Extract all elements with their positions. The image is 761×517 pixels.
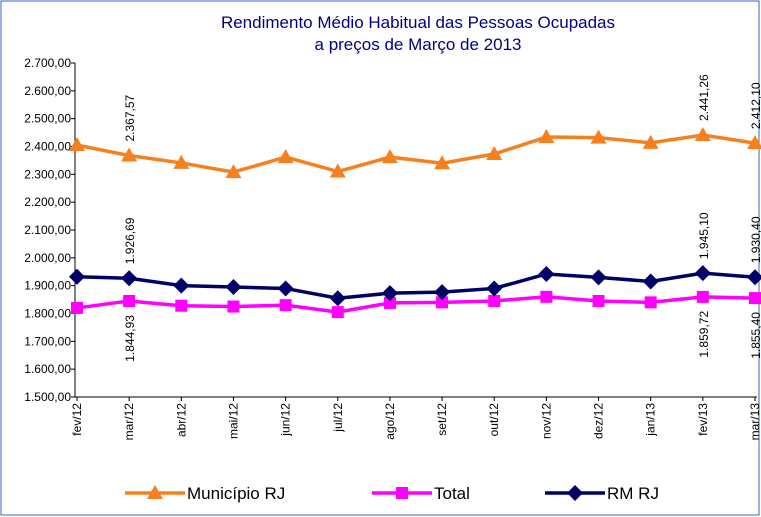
- data-label: 1.930,40: [749, 216, 761, 263]
- x-tick-label: set/12: [435, 403, 449, 436]
- x-tick-label: fev/12: [70, 403, 84, 436]
- data-label: 1.859,72: [697, 311, 711, 358]
- data-point: [434, 155, 451, 170]
- data-label: 1.855,40: [749, 312, 761, 359]
- data-point: [592, 294, 605, 307]
- data-label: 2.441,26: [697, 74, 711, 121]
- y-tick-label: 1.500,00: [24, 390, 71, 404]
- data-label: 1.926,69: [123, 217, 137, 264]
- y-tick-label: 2.200,00: [24, 195, 71, 209]
- x-tick-label: nov/12: [539, 403, 553, 439]
- x-tick-label: mar/12: [122, 403, 136, 441]
- legend-marker: [147, 485, 163, 499]
- data-point: [642, 273, 659, 290]
- data-point: [381, 149, 398, 164]
- data-point: [540, 290, 553, 303]
- data-point: [747, 269, 761, 286]
- series-line: [76, 295, 756, 314]
- x-tick-label: abr/12: [174, 403, 188, 437]
- data-point: [329, 163, 346, 178]
- x-tick-label: dez/12: [592, 403, 606, 439]
- data-point: [436, 296, 449, 309]
- legend-label: Município RJ: [187, 484, 285, 503]
- data-label: 2.412,10: [749, 82, 761, 129]
- x-tick-label: jul/12: [331, 403, 345, 433]
- legend-marker: [567, 485, 583, 501]
- data-point: [538, 129, 555, 144]
- data-point: [121, 270, 138, 287]
- data-point: [329, 290, 346, 307]
- x-tick-label: jun/12: [279, 403, 293, 437]
- y-tick-label: 2.700,00: [24, 56, 71, 70]
- data-point: [486, 280, 503, 297]
- series-line: [76, 133, 756, 174]
- data-point: [227, 300, 240, 313]
- legend-marker: [396, 487, 408, 499]
- data-point: [71, 301, 83, 314]
- legend-label: RM RJ: [607, 484, 659, 503]
- data-point: [123, 294, 136, 307]
- y-tick-label: 2.000,00: [24, 251, 71, 265]
- data-point: [749, 292, 761, 305]
- data-point: [694, 265, 711, 282]
- data-point: [279, 299, 292, 312]
- data-point: [434, 284, 451, 301]
- data-point: [696, 290, 709, 303]
- data-point: [121, 147, 138, 162]
- chart-title: Rendimento Médio Habitual das Pessoas Oc…: [221, 13, 615, 32]
- x-tick-label: out/12: [487, 403, 501, 437]
- y-tick-label: 1.600,00: [24, 362, 71, 376]
- y-tick-label: 2.300,00: [24, 167, 71, 181]
- data-point: [331, 306, 344, 319]
- data-point: [486, 146, 503, 161]
- y-tick-label: 1.900,00: [24, 279, 71, 293]
- data-point: [175, 299, 188, 312]
- data-point: [381, 285, 398, 302]
- data-point: [173, 277, 190, 294]
- data-label: 1.844,93: [123, 315, 137, 362]
- x-tick-label: jan/13: [644, 403, 658, 437]
- data-point: [277, 280, 294, 297]
- data-point: [590, 269, 607, 286]
- data-point: [277, 149, 294, 164]
- data-point: [642, 134, 659, 149]
- chart-subtitle: a preços de Março de 2013: [315, 35, 522, 54]
- x-tick-label: ago/12: [383, 403, 397, 440]
- data-point: [747, 135, 761, 150]
- x-tick-label: fev/13: [696, 403, 710, 436]
- data-point: [69, 137, 85, 152]
- data-point: [694, 127, 711, 142]
- y-tick-label: 2.400,00: [24, 140, 71, 154]
- y-tick-label: 1.700,00: [24, 334, 71, 348]
- data-point: [538, 265, 555, 282]
- y-tick-label: 2.500,00: [24, 112, 71, 126]
- data-point: [173, 154, 190, 169]
- y-tick-label: 2.600,00: [24, 84, 71, 98]
- x-tick-label: mar/13: [748, 403, 761, 441]
- data-point: [69, 268, 85, 285]
- data-label: 2.367,57: [123, 94, 137, 141]
- series-line: [76, 271, 756, 300]
- data-point: [383, 296, 396, 309]
- legend-label: Total: [434, 484, 470, 503]
- data-point: [225, 164, 242, 179]
- y-tick-label: 2.100,00: [24, 223, 71, 237]
- x-tick-label: mai/12: [226, 403, 240, 439]
- data-point: [225, 279, 242, 296]
- data-point: [644, 296, 657, 309]
- data-label: 1.945,10: [697, 212, 711, 259]
- y-tick-label: 1.800,00: [24, 307, 71, 321]
- data-point: [488, 294, 501, 307]
- data-point: [590, 129, 607, 144]
